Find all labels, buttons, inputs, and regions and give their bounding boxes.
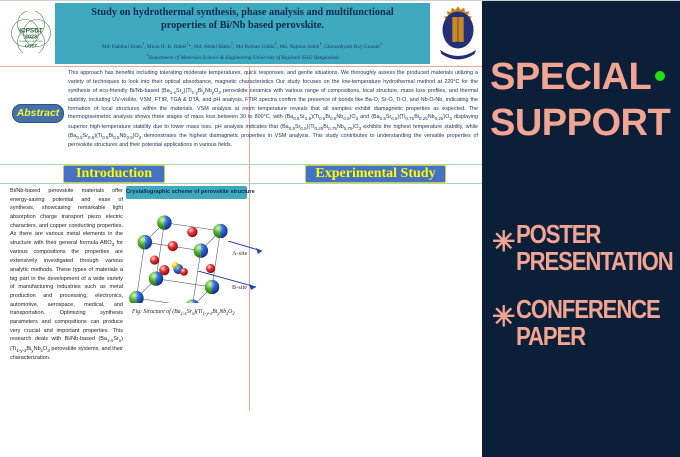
svg-text:CUET: CUET [25, 44, 38, 49]
svg-text:2023: 2023 [25, 34, 37, 40]
